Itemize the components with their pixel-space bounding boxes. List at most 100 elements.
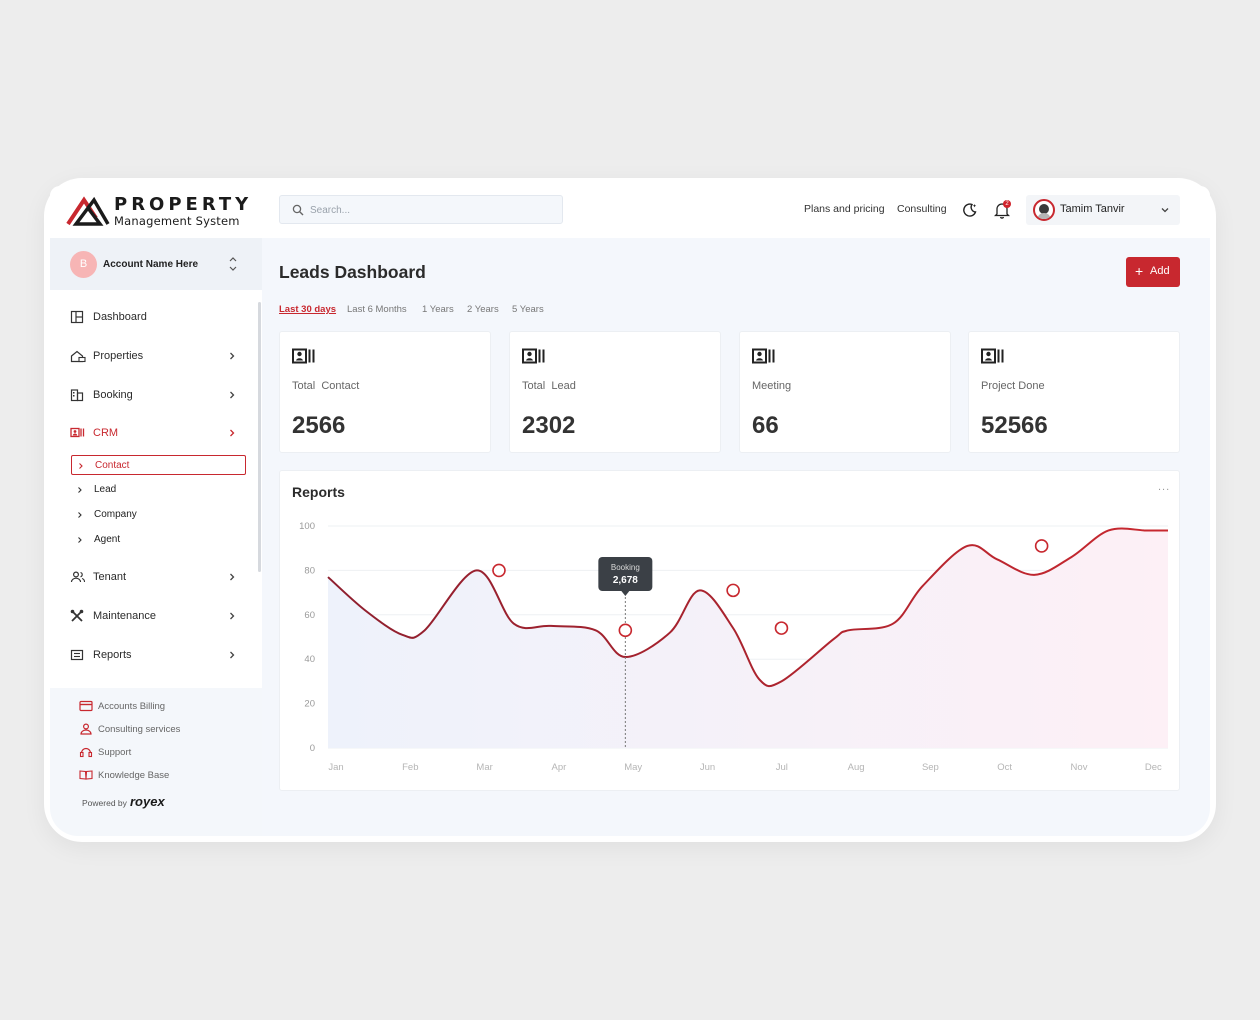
stat-card-value: 2302 (522, 412, 576, 439)
user-menu[interactable]: Tamim Tanvir (1026, 195, 1180, 225)
footer-link-label: Consulting services (98, 724, 181, 735)
plans-pricing-link[interactable]: Plans and pricing (804, 203, 885, 215)
range-tab-1-year[interactable]: 1 Years (422, 304, 454, 315)
chevron-right-icon (230, 612, 235, 620)
range-tab-last-30-days[interactable]: Last 30 days (279, 304, 337, 315)
range-tab-2-years[interactable]: 2 Years (467, 304, 499, 315)
user-icon (80, 723, 92, 735)
x-axis-tick-label: Mar (476, 762, 492, 773)
sidebar-item-label: Maintenance (93, 610, 156, 622)
crm-sub-item-company[interactable]: Company (71, 505, 246, 525)
x-axis-tick-label: Sep (922, 762, 939, 773)
tooltip-arrow (621, 591, 630, 596)
crm-sub-item-label: Contact (95, 460, 130, 471)
notification-badge: 2 (1003, 200, 1011, 208)
chevron-right-icon (230, 352, 235, 360)
stat-card-value: 52566 (981, 412, 1048, 439)
x-axis-tick-label: May (624, 762, 642, 773)
contact-card-icon (752, 348, 775, 364)
headset-icon (79, 747, 93, 758)
brand-logo[interactable]: PROPERTY Management System (66, 192, 248, 232)
logo-mark-icon (66, 196, 110, 226)
y-axis-tick-label: 40 (304, 654, 315, 665)
stat-card-project-done: Project Done 52566 (968, 331, 1180, 453)
x-axis-tick-label: Apr (552, 762, 567, 773)
crm-sub-item-agent[interactable]: Agent (71, 530, 246, 550)
account-switcher[interactable]: B Account Name Here (50, 238, 262, 290)
sidebar-item-tenant[interactable]: Tenant (70, 568, 242, 588)
contact-card-icon (522, 348, 545, 364)
sidebar-item-booking[interactable]: Booking (70, 386, 242, 406)
sidebar-item-dashboard[interactable]: Dashboard (70, 308, 242, 328)
sidebar-scrollbar[interactable] (258, 302, 261, 572)
crm-sub-item-label: Company (94, 509, 137, 520)
x-axis-tick-label: Dec (1145, 762, 1162, 773)
chevron-right-icon (78, 537, 82, 543)
chevron-right-icon (230, 651, 235, 659)
top-bar: PROPERTY Management System Plans and pri… (50, 186, 1210, 238)
plus-icon: + (1135, 263, 1144, 279)
sidebar-footer: Accounts Billing Consulting services Sup… (50, 688, 262, 836)
stat-card-total-lead: Total Lead 2302 (509, 331, 721, 453)
expand-collapse-icon (229, 257, 237, 271)
footer-link-label: Knowledge Base (98, 770, 170, 781)
powered-by-brand[interactable]: royex (130, 794, 165, 809)
app-screen: PROPERTY Management System Plans and pri… (50, 186, 1210, 836)
crm-sub-item-label: Agent (94, 534, 121, 545)
reports-icon (70, 649, 84, 661)
crm-icon (70, 427, 85, 438)
y-axis-tick-label: 60 (304, 610, 315, 621)
chevron-right-icon (230, 391, 235, 399)
account-avatar: B (70, 251, 97, 278)
dark-mode-icon[interactable] (962, 202, 978, 218)
booking-icon (70, 389, 84, 402)
search-icon (292, 204, 304, 216)
sidebar-item-maintenance[interactable]: Maintenance (70, 607, 242, 627)
sidebar-item-label: Properties (93, 350, 144, 362)
stat-card-label: Project Done (981, 380, 1045, 392)
consulting-link[interactable]: Consulting (897, 203, 947, 215)
chart-data-point (1034, 539, 1049, 553)
reports-line-chart: 0 20 40 60 80 100 Jan Feb Mar Apr May Jun Jul Aug Sep O… (299, 521, 1168, 773)
chart-data-point (774, 621, 789, 635)
range-tab-last-6-months[interactable]: Last 6 Months (347, 304, 407, 315)
x-axis-tick-label: Nov (1071, 762, 1088, 773)
chart-data-point (726, 583, 740, 598)
brand-title: PROPERTY (114, 194, 253, 215)
maintenance-icon (70, 609, 84, 622)
crm-sub-item-contact[interactable]: Contact (71, 455, 246, 475)
range-tab-5-years[interactable]: 5 Years (512, 304, 544, 315)
stat-card-meeting: Meeting 66 (739, 331, 951, 453)
chevron-right-icon (230, 573, 235, 581)
chevron-right-icon (230, 429, 235, 437)
y-axis-tick-label: 0 (310, 743, 315, 754)
account-name: Account Name Here (103, 259, 199, 270)
sidebar-item-reports[interactable]: Reports (70, 646, 242, 666)
credit-card-icon (79, 700, 93, 712)
y-axis-tick-label: 100 (299, 521, 315, 532)
search-box (279, 195, 563, 224)
tooltip-label: Booking (611, 563, 640, 572)
y-axis-tick-label: 80 (304, 565, 315, 576)
search-input[interactable] (310, 200, 550, 220)
add-button[interactable]: + Add (1126, 257, 1180, 287)
book-icon (79, 770, 93, 780)
more-options-icon[interactable]: ... (1158, 481, 1171, 493)
sidebar: B Account Name Here Dashboard Properties (50, 238, 262, 836)
x-axis-tick-label: Jul (776, 762, 788, 773)
crm-sub-item-lead[interactable]: Lead (71, 480, 246, 500)
chevron-right-icon (78, 487, 82, 493)
x-axis-tick-label: Feb (402, 762, 418, 773)
sidebar-item-label: Booking (93, 389, 133, 401)
x-axis-tick-label: Aug (848, 762, 865, 773)
dashboard-icon (70, 310, 84, 324)
sidebar-item-properties[interactable]: Properties (70, 347, 242, 367)
stat-card-value: 2566 (292, 412, 346, 439)
tooltip-bubble (598, 557, 653, 591)
sidebar-item-crm[interactable]: CRM (70, 424, 242, 444)
contact-card-icon (292, 348, 315, 364)
brand-subtitle: Management System (114, 214, 240, 228)
user-name: Tamim Tanvir (1060, 203, 1125, 215)
stat-card-label: Total Contact (292, 380, 360, 392)
reports-panel: 0 20 40 60 80 100 Jan Feb Mar Apr May Jun Jul Aug Sep O… (279, 470, 1180, 791)
